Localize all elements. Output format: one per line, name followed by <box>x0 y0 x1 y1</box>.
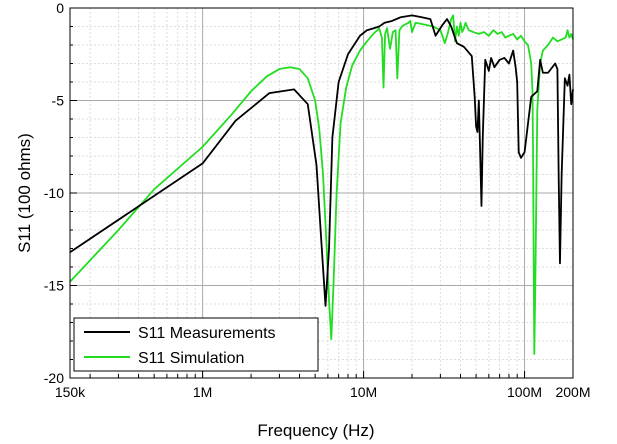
x-axis-title: Frequency (Hz) <box>257 421 374 440</box>
y-axis-title: S11 (100 ohms) <box>15 133 34 253</box>
y-tick-label: -20 <box>44 370 64 386</box>
y-tick-label: -10 <box>44 185 64 201</box>
x-tick-label: 150k <box>55 384 86 400</box>
axis-ticks: 150k 1M 10M 100M 200M 0 -5 -10 -15 -20 <box>44 0 591 400</box>
y-tick-label: -15 <box>44 278 64 294</box>
y-tick-label: 0 <box>56 0 64 16</box>
legend: S11 Measurements S11 Simulation <box>73 317 319 372</box>
data-series <box>69 14 574 355</box>
x-tick-label: 200M <box>555 384 590 400</box>
series-line-simulation <box>69 14 574 355</box>
legend-box <box>73 317 319 372</box>
x-tick-label: 10M <box>350 384 377 400</box>
legend-label-measurements: S11 Measurements <box>138 325 276 342</box>
x-tick-label: 100M <box>507 384 542 400</box>
series-line-measurements <box>69 14 574 307</box>
x-tick-label: 1M <box>193 384 212 400</box>
legend-label-simulation: S11 Simulation <box>138 350 244 367</box>
y-tick-label: -5 <box>52 93 65 109</box>
